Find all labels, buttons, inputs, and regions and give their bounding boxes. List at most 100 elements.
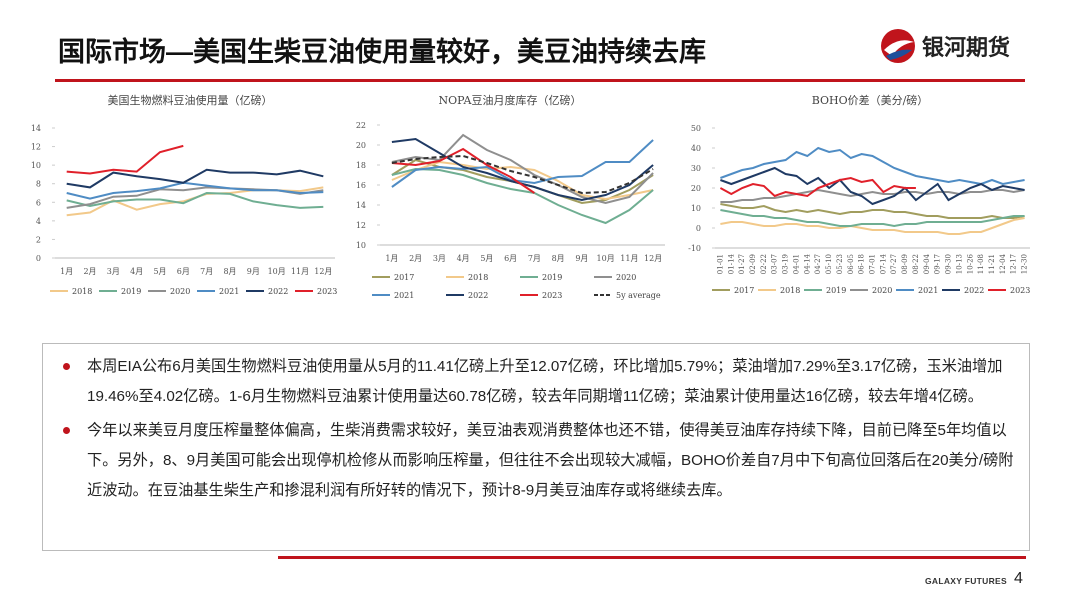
x-tick-label: 06-18 [858, 254, 866, 274]
y-tick-label: 10 [356, 241, 366, 250]
series-line [720, 166, 1025, 206]
x-tick-label: 11-08 [977, 254, 985, 274]
x-tick-label: 7月 [528, 254, 541, 263]
legend-label: 2023 [317, 287, 337, 296]
x-tick-label: 04-01 [792, 254, 800, 274]
x-tick-label: 10月 [268, 267, 286, 276]
series-line [720, 203, 1025, 219]
x-tick-label: 8月 [223, 267, 236, 276]
series-line [66, 181, 324, 200]
series-line [391, 139, 654, 188]
y-tick-label: 20 [356, 141, 366, 150]
x-tick-label: 6月 [504, 254, 517, 263]
logo-text: 银河期货 [922, 35, 1011, 60]
x-tick-label: 6月 [177, 267, 190, 276]
legend-label: 2020 [872, 286, 892, 295]
x-tick-label: 11月 [620, 254, 638, 263]
x-tick-label: 05-10 [825, 254, 833, 274]
x-tick-label: 12-17 [1010, 254, 1018, 274]
y-tick-label: 6 [36, 198, 41, 207]
series-line [391, 147, 535, 194]
legend-label: 2021 [394, 291, 414, 300]
y-tick-label: 30 [691, 164, 701, 173]
y-tick-label: 14 [31, 124, 41, 133]
x-tick-label: 3月 [433, 254, 446, 263]
x-tick-label: 4月 [457, 254, 470, 263]
x-tick-label: 2月 [83, 267, 96, 276]
series-line [391, 133, 654, 205]
footer-line [278, 556, 1026, 559]
legend-label: 2020 [170, 287, 190, 296]
y-tick-label: 12 [31, 143, 41, 152]
y-tick-label: 50 [691, 124, 701, 133]
x-tick-label: 12-30 [1021, 254, 1029, 274]
x-tick-label: 11月 [291, 267, 309, 276]
chart-title: BOHO价差（美分/磅） [812, 93, 929, 107]
x-tick-label: 02-22 [760, 254, 768, 274]
legend-label: 2019 [121, 287, 141, 296]
x-tick-label: 05-23 [836, 254, 844, 274]
y-tick-label: 8 [36, 180, 41, 189]
y-tick-label: 10 [31, 161, 41, 170]
x-tick-label: 01-27 [738, 254, 746, 274]
x-tick-label: 7月 [200, 267, 213, 276]
series-line [719, 176, 916, 198]
x-tick-label: 07-01 [869, 254, 877, 274]
y-tick-label: -10 [688, 244, 701, 253]
y-tick-label: 0 [36, 254, 41, 263]
x-tick-label: 09-17 [934, 254, 942, 274]
legend-label: 5y average [616, 291, 661, 300]
x-tick-label: 1月 [385, 254, 398, 263]
legend-label: 2021 [918, 286, 938, 295]
x-tick-label: 06-05 [847, 254, 855, 274]
series-line [66, 168, 324, 189]
y-tick-label: 40 [691, 144, 701, 153]
legend-label: 2022 [468, 291, 488, 300]
x-tick-label: 07-14 [879, 253, 887, 274]
legend-label: 2018 [468, 273, 488, 282]
y-tick-label: 16 [356, 181, 366, 190]
x-tick-label: 01-14 [727, 253, 735, 274]
y-tick-label: 4 [36, 217, 41, 226]
series-line [720, 188, 1025, 203]
x-tick-label: 5月 [153, 267, 166, 276]
x-tick-label: 12月 [644, 254, 662, 263]
series-line [66, 144, 184, 175]
x-tick-label: 12月 [314, 267, 332, 276]
y-tick-label: 14 [356, 201, 366, 210]
x-tick-label: 08-22 [912, 254, 920, 274]
page-number: 4 [1014, 570, 1023, 587]
series-line [720, 146, 1025, 186]
series-line [391, 154, 654, 195]
legend-label: 2019 [826, 286, 846, 295]
legend-label: 2021 [219, 287, 239, 296]
series-line [720, 209, 1025, 228]
y-tick-label: 20 [691, 184, 701, 193]
x-tick-label: 3月 [107, 267, 120, 276]
y-tick-label: 12 [356, 221, 366, 230]
logo-icon [881, 29, 915, 63]
x-tick-label: 01-01 [716, 254, 724, 274]
x-tick-label: 8月 [552, 254, 565, 263]
legend-label: 2023 [542, 291, 562, 300]
legend-label: 2018 [780, 286, 800, 295]
x-tick-label: 04-27 [814, 254, 822, 274]
x-tick-label: 03-07 [771, 254, 779, 274]
x-tick-label: 09-30 [945, 254, 953, 274]
x-tick-label: 5月 [480, 254, 493, 263]
legend-label: 2023 [1010, 286, 1030, 295]
chart-title: NOPA豆油月度库存（亿磅） [439, 93, 582, 107]
x-tick-label: 03-19 [782, 254, 790, 274]
x-tick-label: 11-21 [988, 254, 996, 274]
legend-label: 2019 [542, 273, 562, 282]
x-tick-label: 12-04 [999, 253, 1007, 274]
title-underline [55, 79, 1025, 82]
series-line [66, 191, 324, 209]
text-box: 本周EIA公布6月美国生物燃料豆油使用量从5月的11.41亿磅上升至12.07亿… [42, 343, 1030, 551]
legend-label: 2022 [964, 286, 984, 295]
y-tick-label: 2 [36, 235, 41, 244]
series-line [391, 167, 654, 225]
chart-title: 美国生物燃料豆油使用量（亿磅） [108, 93, 273, 107]
